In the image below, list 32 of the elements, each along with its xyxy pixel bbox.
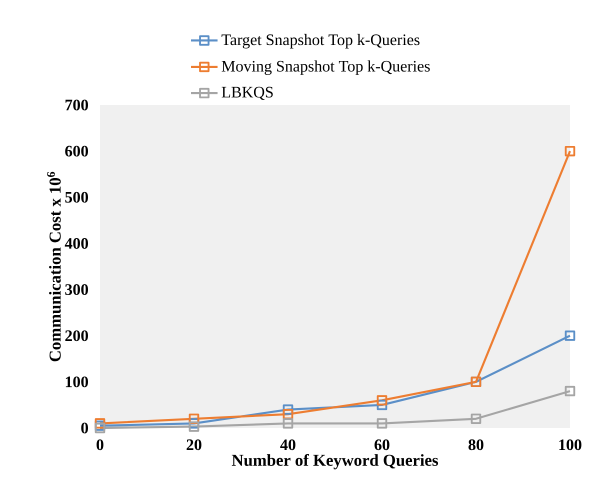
point <box>564 386 576 396</box>
point <box>376 418 388 429</box>
point <box>282 404 294 415</box>
legend-label: LBKQS <box>222 86 273 100</box>
x-tick-label: 0 <box>96 439 104 450</box>
point <box>470 414 482 424</box>
x-tick-label: 80 <box>468 439 484 450</box>
point <box>188 421 200 432</box>
y-tick-label: 700 <box>66 100 88 110</box>
legend-label: Moving Snapshot Top k-Queries <box>222 60 430 75</box>
y-tick-label: 500 <box>65 192 88 203</box>
point <box>94 422 106 434</box>
point <box>376 400 388 410</box>
y-tick-label: 0 <box>81 422 88 434</box>
x-tick-label: 60 <box>374 439 390 450</box>
point <box>564 146 576 156</box>
y-tick-label: 600 <box>65 146 88 157</box>
point <box>564 330 576 341</box>
x-tick-label: 40 <box>280 439 296 450</box>
x-tick-label: 100 <box>559 439 582 450</box>
x-tick-label: 20 <box>186 439 202 450</box>
legend-label: Target Snapshot Top k-Queries <box>222 34 420 48</box>
point <box>376 395 388 406</box>
point <box>282 418 294 429</box>
x-axis-title: Number of Keyword Queries <box>232 454 438 470</box>
y-tick-label: 300 <box>65 284 88 295</box>
point <box>282 408 294 420</box>
y-tick-label: 100 <box>66 376 88 388</box>
y-axis-title: Communication Cost x 10$^{6}$ <box>47 172 61 362</box>
y-tick-label: 400 <box>64 238 88 249</box>
point <box>188 414 200 424</box>
y-tick-label: 200 <box>65 330 88 342</box>
